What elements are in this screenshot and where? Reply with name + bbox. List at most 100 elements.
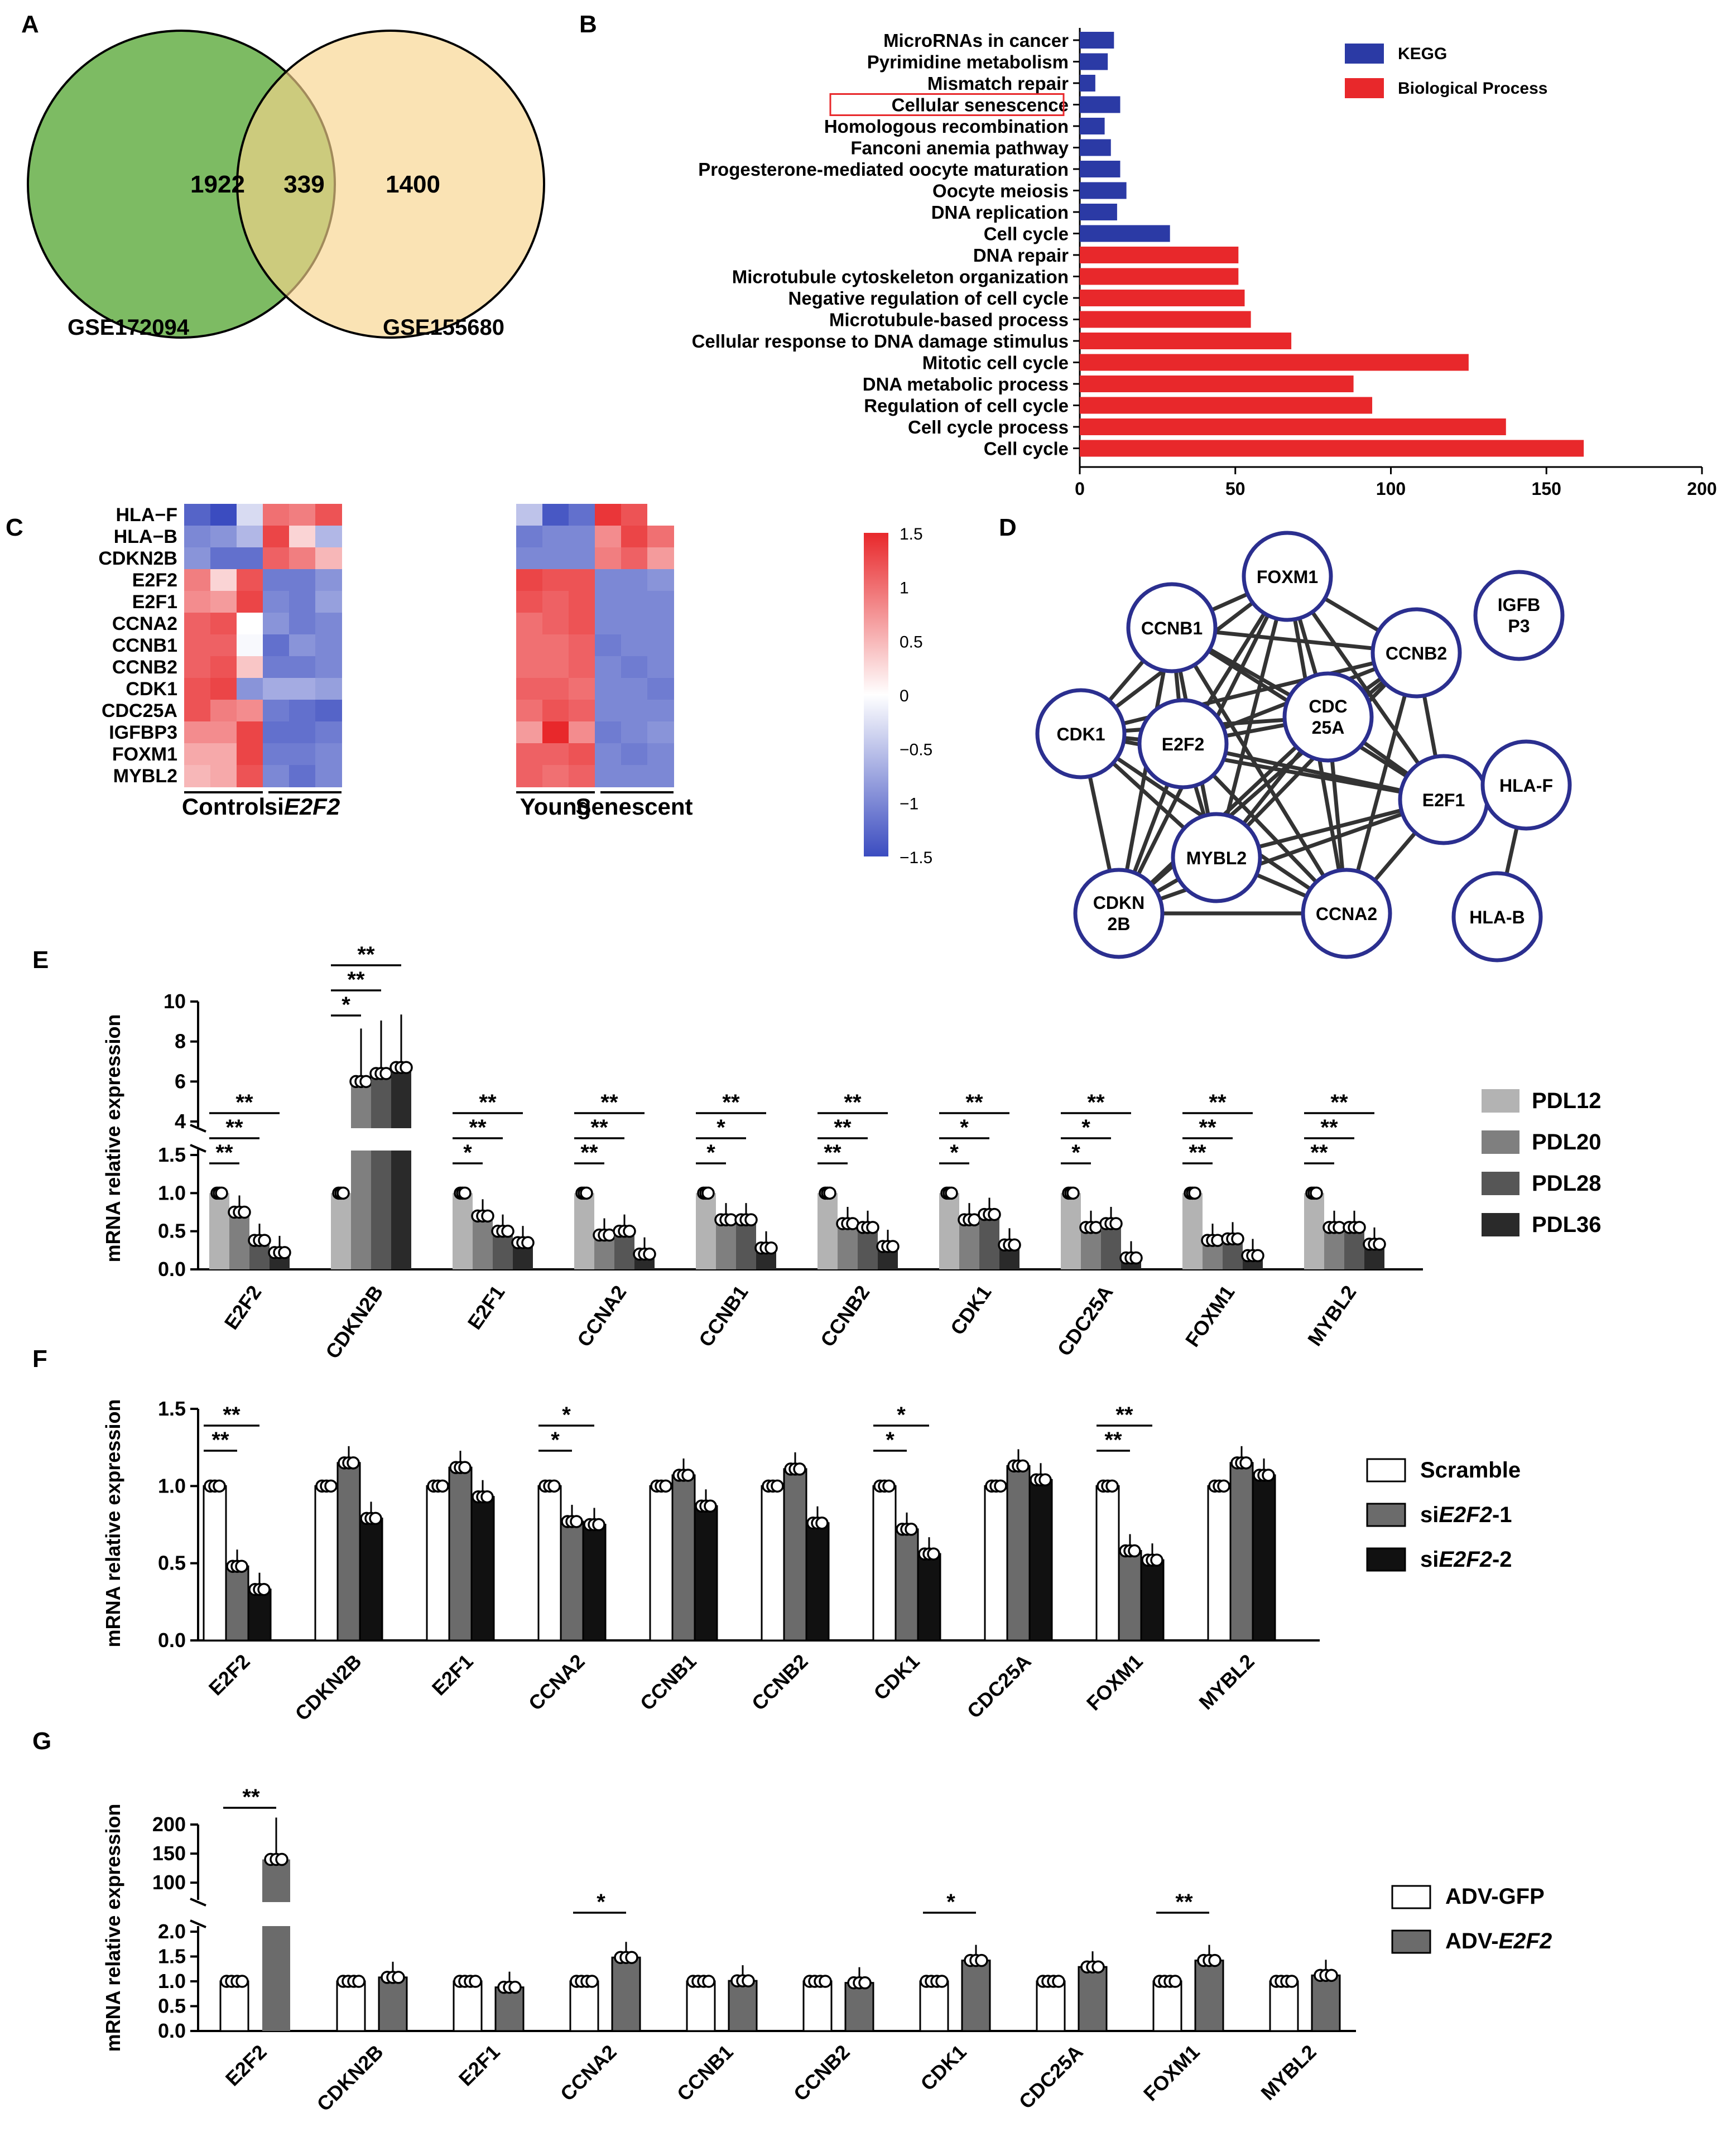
- heat-cell: [315, 700, 342, 722]
- bar: [844, 1982, 874, 2032]
- significance-mark: **: [1189, 1140, 1206, 1165]
- heat-cell: [542, 547, 569, 570]
- knockdown-expression-chart: 0.0 0.5 1.0 1.5 mRNA relative expression E2F2…: [102, 1397, 1521, 1725]
- bar: [858, 1227, 878, 1269]
- significance-mark: **: [1087, 1090, 1105, 1115]
- data-point: [623, 1224, 636, 1238]
- bar: [1140, 1559, 1165, 1642]
- category-label: Fanconi anemia pathway: [850, 138, 1069, 158]
- significance-mark: *: [463, 1140, 472, 1165]
- label-gene: E2F2: [1499, 1929, 1552, 1953]
- bar-4: [1080, 118, 1105, 134]
- bar: [473, 1216, 493, 1269]
- network-node-label: CCNB1: [1141, 618, 1203, 638]
- significance-mark: **: [211, 1428, 229, 1452]
- data-point: [369, 1512, 382, 1525]
- significance-mark: **: [357, 942, 375, 967]
- panel-label-d: D: [999, 514, 1017, 541]
- heat-cell: [263, 765, 290, 787]
- y-tick-label: 6: [175, 1070, 186, 1092]
- bar: [671, 1474, 696, 1642]
- x-tick-label: MYBL2: [1194, 1650, 1258, 1714]
- bar: [351, 1081, 371, 1128]
- label-gene: E2F2: [1439, 1503, 1492, 1527]
- heat-cell: [263, 547, 290, 570]
- heat-cell: [237, 656, 263, 678]
- significance-mark: **: [722, 1090, 740, 1115]
- data-point: [1150, 1553, 1163, 1567]
- bar: [1028, 1479, 1053, 1642]
- heat-cell: [595, 547, 622, 570]
- heat-cell: [289, 678, 316, 700]
- heat-cell: [516, 526, 543, 548]
- significance-mark: **: [1104, 1428, 1122, 1452]
- label-gene: E2F2: [284, 793, 340, 820]
- heat-cell: [315, 765, 342, 787]
- heat-cell: [237, 504, 263, 526]
- bar-14: [1080, 333, 1292, 349]
- bar: [1229, 1462, 1254, 1642]
- network-node: [1137, 698, 1229, 790]
- heat-cell: [621, 678, 648, 700]
- heat-cell: [289, 656, 316, 678]
- data-point: [1052, 1975, 1065, 1988]
- legend-swatch: [1391, 1929, 1431, 1954]
- y-tick-label: 1.0: [158, 1181, 186, 1204]
- data-point: [701, 1186, 715, 1200]
- network-edge: [1117, 627, 1174, 914]
- heat-cell: [315, 526, 342, 548]
- bar: [229, 1212, 249, 1269]
- significance-mark: **: [824, 1140, 841, 1165]
- heat-cell: [647, 591, 674, 613]
- heat-cell: [263, 721, 290, 744]
- category-label: Cellular senescence: [892, 95, 1069, 115]
- heat-cell: [289, 547, 316, 570]
- label-suffix: -1: [1492, 1503, 1512, 1527]
- row-label: CDKN2B: [98, 548, 177, 569]
- bar: [984, 1485, 1008, 1642]
- venn-right-label: GSE155680: [383, 315, 504, 340]
- heat-cell: [621, 526, 648, 548]
- x-tick-label: CCNA2: [556, 2040, 621, 2106]
- y-tick-label: 1.0: [158, 1474, 186, 1497]
- legend-swatch: [1391, 1885, 1431, 1909]
- bar: [203, 1485, 227, 1642]
- heat-cell: [595, 700, 622, 722]
- heat-cell: [647, 743, 674, 766]
- bar: [817, 1193, 838, 1269]
- heat-cell: [315, 591, 342, 613]
- heat-cell: [542, 721, 569, 744]
- category-label: MicroRNAs in cancer: [883, 30, 1069, 51]
- data-point: [458, 1186, 472, 1200]
- y-tick-label: 100: [152, 1871, 186, 1894]
- legend-swatch: [1482, 1172, 1519, 1195]
- data-point: [1008, 1238, 1021, 1252]
- category-label: Pyrimidine metabolism: [867, 52, 1069, 73]
- x-tick-label: CDK1: [916, 2040, 970, 2095]
- data-point: [570, 1515, 583, 1528]
- colorbar-tick-label: 1: [900, 579, 909, 598]
- significance-mark: **: [580, 1140, 598, 1165]
- network-edge: [1118, 797, 1445, 916]
- group-control-label: Control: [182, 793, 265, 820]
- heat-cell: [315, 634, 342, 657]
- category-label: DNA replication: [931, 202, 1069, 223]
- heat-cell: [595, 634, 622, 657]
- bar: [336, 1462, 361, 1642]
- bar-2: [1080, 75, 1095, 92]
- significance-mark: **: [834, 1115, 852, 1140]
- bar: [736, 1220, 756, 1269]
- bar: [453, 1193, 473, 1269]
- legend-swatch: [1345, 78, 1384, 98]
- network-node: [1242, 531, 1333, 622]
- heat-cell: [315, 743, 342, 766]
- x-tick-label: CDC25A: [963, 1650, 1036, 1723]
- heat-cell: [647, 569, 674, 591]
- node-line: P3: [1508, 616, 1530, 636]
- x-tick-label: CCNB1: [672, 2040, 738, 2106]
- bar: [448, 1466, 473, 1642]
- significance-mark: **: [469, 1115, 487, 1140]
- data-point: [945, 1186, 958, 1200]
- bar-3: [1080, 96, 1121, 113]
